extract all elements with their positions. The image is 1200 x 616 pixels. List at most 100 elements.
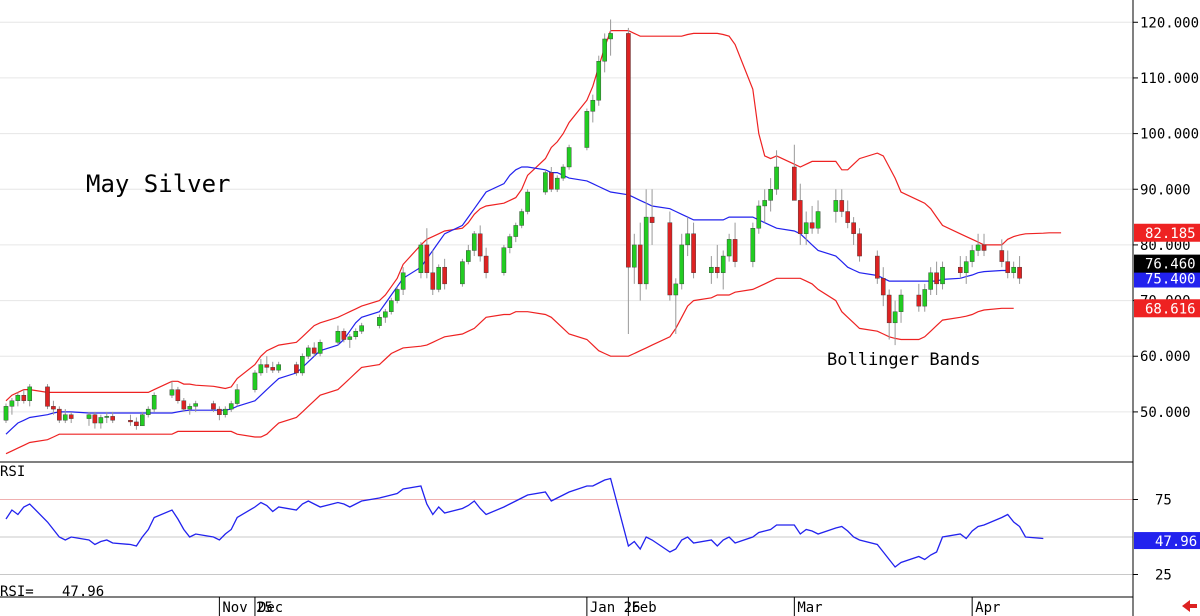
candle-body: [958, 266, 963, 273]
candle-body: [880, 278, 886, 296]
rsi-badge-bg: [1134, 532, 1200, 550]
candle-body: [353, 330, 359, 337]
candle-body: [252, 372, 258, 390]
candle-body: [554, 177, 560, 190]
middle-band-badge: 75.400: [1145, 272, 1196, 288]
candle-body: [1017, 266, 1022, 279]
x-tick-label: Feb: [631, 600, 656, 616]
candle-body: [839, 200, 845, 212]
candle-body: [560, 166, 566, 179]
rsi-panel-label: RSI: [0, 464, 25, 480]
candle-body: [726, 239, 732, 257]
candle-body: [969, 250, 975, 262]
candle-body: [169, 389, 175, 396]
bollinger-annotation: Bollinger Bands: [827, 350, 981, 370]
lower-band-line: [5, 277, 1014, 455]
candle-body: [98, 417, 104, 424]
rsi-readout-label: RSI=: [0, 584, 34, 600]
candle-body: [217, 408, 222, 415]
upper-band-badge-bg: [1134, 223, 1200, 242]
candle-body: [187, 406, 193, 410]
candle-body: [732, 239, 738, 262]
candle-body: [501, 247, 507, 273]
candle-body: [590, 99, 596, 112]
candle-body: [294, 364, 299, 374]
candle-body: [424, 244, 430, 273]
price-tick-label: 50.000: [1140, 405, 1191, 421]
candle-body: [110, 416, 115, 421]
candle-body: [797, 200, 803, 234]
candle-body: [359, 325, 364, 332]
candle-body: [975, 244, 981, 251]
candle-body: [898, 294, 904, 312]
candle-body: [792, 166, 797, 201]
price-tick-label: 60.000: [1140, 349, 1191, 365]
lower-band-badge-bg: [1134, 299, 1200, 318]
candle-body: [347, 336, 353, 340]
candle-body: [602, 38, 607, 62]
price-gridlines: [0, 21, 1133, 413]
candle-body: [57, 408, 62, 421]
price-tick-label: 100.000: [1140, 127, 1199, 143]
rsi-tick-labels: 75 25: [1155, 493, 1172, 584]
x-tick-label: Mar: [797, 600, 822, 616]
candle-body: [643, 216, 649, 285]
price-tick-label: 80.000: [1140, 238, 1191, 254]
candle-body: [377, 317, 382, 326]
rsi-series: [5, 477, 1044, 568]
candle-body: [685, 233, 690, 246]
candle-body: [483, 255, 489, 273]
candle-body: [276, 364, 281, 371]
candle-body: [175, 389, 181, 401]
x-tick-label: Dec: [258, 600, 283, 616]
candle-body: [128, 420, 133, 423]
candle-body: [193, 403, 198, 407]
price-tick-labels: 120.000110.000100.00090.00080.00070.0006…: [1140, 15, 1199, 421]
candle-body: [140, 414, 145, 427]
candle-body: [477, 233, 483, 257]
candle-body: [768, 189, 773, 201]
candle-body: [1005, 261, 1011, 273]
candle-body: [3, 406, 9, 421]
candle-body: [223, 408, 228, 415]
candle-body: [430, 272, 436, 290]
candle-body: [649, 216, 655, 223]
candle-body: [679, 244, 685, 285]
candle-body: [608, 33, 613, 40]
candle-body: [394, 289, 400, 301]
candle-body: [51, 406, 56, 410]
candle-body: [886, 294, 892, 324]
axes: [0, 0, 1138, 616]
candle-body: [815, 211, 821, 229]
candle-body: [383, 311, 388, 318]
candle-body: [940, 266, 945, 285]
candle-body: [62, 414, 68, 421]
candle-body: [418, 244, 424, 273]
candle-body: [442, 266, 447, 285]
candle-body: [335, 330, 341, 343]
upper-band-line: [5, 30, 1062, 402]
candle-body: [525, 191, 530, 212]
candlesticks: [3, 19, 1022, 430]
candle-body: [720, 255, 726, 273]
candle-body: [305, 347, 311, 357]
candle-body: [981, 244, 987, 251]
candle-body: [626, 33, 631, 268]
rsi-line: [5, 477, 1044, 568]
candle-body: [9, 400, 15, 407]
candle-body: [27, 386, 33, 401]
candle-body: [264, 364, 270, 368]
candle-body: [963, 261, 969, 273]
candle-body: [928, 272, 933, 290]
candle-body: [92, 414, 98, 424]
last-price-badge-bg: [1134, 254, 1200, 273]
scroll-arrow-icon: [1182, 600, 1197, 612]
value-badges: 75.400 82.185 68.616 76.460 47.96: [1134, 223, 1200, 612]
candle-body: [471, 233, 477, 251]
x-tick-label: Jan 26: [590, 600, 641, 616]
candle-body: [934, 272, 939, 285]
candle-body: [270, 367, 276, 371]
candle-body: [317, 342, 323, 354]
chart-title: May Silver: [86, 170, 231, 198]
